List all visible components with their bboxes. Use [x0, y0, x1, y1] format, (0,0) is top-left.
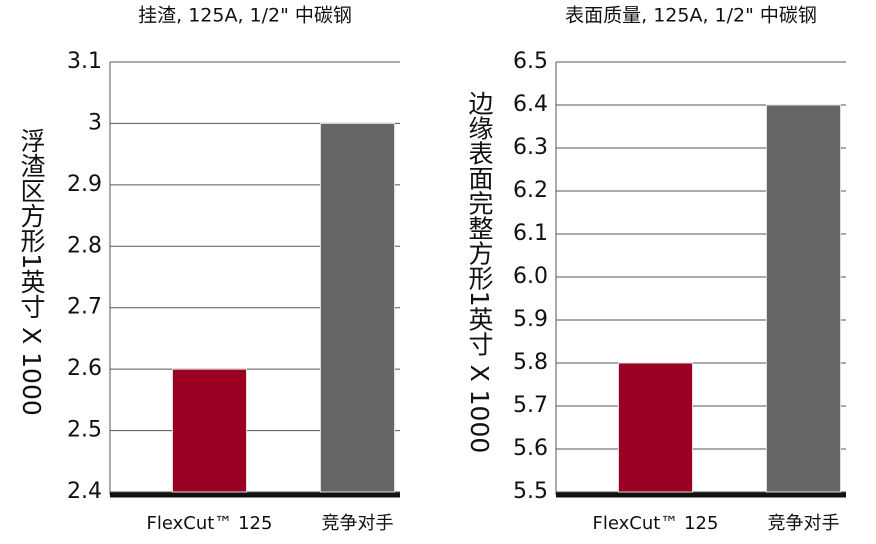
y-tick-label: 5.5 [513, 479, 548, 504]
bar [766, 104, 841, 493]
bar [618, 362, 693, 493]
y-tick-label: 6.5 [513, 49, 548, 74]
y-tick-label: 2.8 [67, 233, 102, 258]
y-tick-label: 5.9 [513, 307, 548, 332]
y-axis-label: 边缘表面完整方形1英寸 X 1000 [465, 91, 494, 454]
chart-title: 表面质量, 125A, 1/2" 中碳钢 [565, 5, 817, 27]
y-axis-label: 浮渣区方形1英寸 X 1000 [17, 128, 46, 416]
y-tick-label: 6.2 [513, 178, 548, 203]
y-tick-label: 2.9 [67, 172, 102, 197]
y-tick-label: 2.4 [67, 479, 102, 504]
y-tick-label: 6.3 [513, 135, 548, 160]
y-tick-label: 6.0 [513, 264, 548, 289]
y-tick-label: 2.5 [67, 418, 102, 443]
y-tick-label: 6.4 [513, 92, 548, 117]
y-tick-label: 2.6 [67, 356, 102, 381]
y-tick-label: 3 [88, 110, 102, 135]
bar [320, 122, 395, 493]
x-tick-label: FlexCut™ 125 [147, 513, 273, 534]
y-tick-label: 3.1 [67, 49, 102, 74]
x-tick-label: 竞争对手 [322, 513, 394, 534]
y-tick-label: 5.7 [513, 393, 548, 418]
y-tick-label: 6.1 [513, 221, 548, 246]
x-tick-label: 竞争对手 [768, 513, 840, 534]
y-tick-label: 5.8 [513, 350, 548, 375]
y-tick-label: 5.6 [513, 436, 548, 461]
chart-title: 挂渣, 125A, 1/2" 中碳钢 [138, 5, 352, 27]
y-tick-label: 2.7 [67, 295, 102, 320]
x-tick-label: FlexCut™ 125 [593, 513, 719, 534]
bar [172, 368, 247, 493]
